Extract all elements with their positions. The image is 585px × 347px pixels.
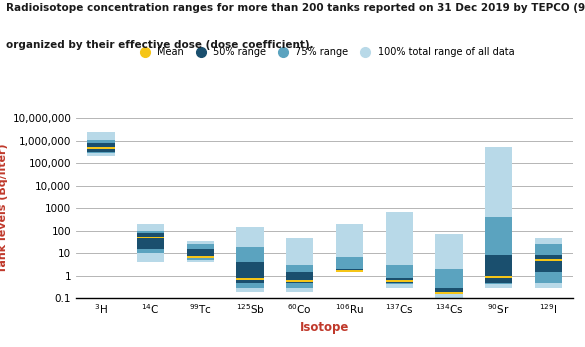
Bar [485, 147, 512, 288]
Bar [535, 255, 562, 272]
Bar [286, 238, 314, 291]
Bar [535, 238, 562, 288]
Text: Radioisotope concentration ranges for more than 200 tanks reported on 31 Dec 201: Radioisotope concentration ranges for mo… [6, 3, 585, 14]
Bar [535, 244, 562, 283]
Bar [286, 280, 314, 282]
Bar [87, 139, 115, 153]
Bar [485, 276, 512, 278]
Bar [236, 278, 264, 280]
Bar [187, 249, 214, 258]
Bar [236, 262, 264, 283]
Bar [535, 259, 562, 261]
X-axis label: Isotope: Isotope [300, 321, 349, 333]
Bar [137, 224, 164, 262]
Bar [435, 234, 463, 298]
Bar [386, 212, 413, 288]
Bar [87, 147, 115, 149]
Bar [187, 241, 214, 262]
Bar [485, 217, 512, 284]
Legend: Mean, 50% range, 75% range, 100% total range of all data: Mean, 50% range, 75% range, 100% total r… [135, 47, 514, 57]
Bar [236, 246, 264, 288]
Bar [286, 272, 314, 283]
Bar [187, 244, 214, 260]
Bar [187, 256, 214, 258]
Bar [386, 265, 413, 284]
Bar [435, 269, 463, 293]
Bar [336, 224, 363, 272]
Bar [435, 288, 463, 295]
Bar [137, 233, 164, 249]
Bar [386, 278, 413, 283]
Bar [87, 132, 115, 156]
Bar [87, 143, 115, 152]
Y-axis label: Tank levels (Bq/liter): Tank levels (Bq/liter) [0, 143, 8, 273]
Bar [137, 237, 164, 238]
Bar [386, 280, 413, 282]
Text: organized by their effective dose (dose coefficient).: organized by their effective dose (dose … [6, 40, 314, 50]
Bar [286, 265, 314, 288]
Bar [336, 270, 363, 272]
Bar [137, 231, 164, 253]
Bar [485, 255, 512, 283]
Bar [336, 269, 363, 272]
Bar [435, 292, 463, 294]
Bar [236, 227, 264, 291]
Bar [336, 257, 363, 272]
